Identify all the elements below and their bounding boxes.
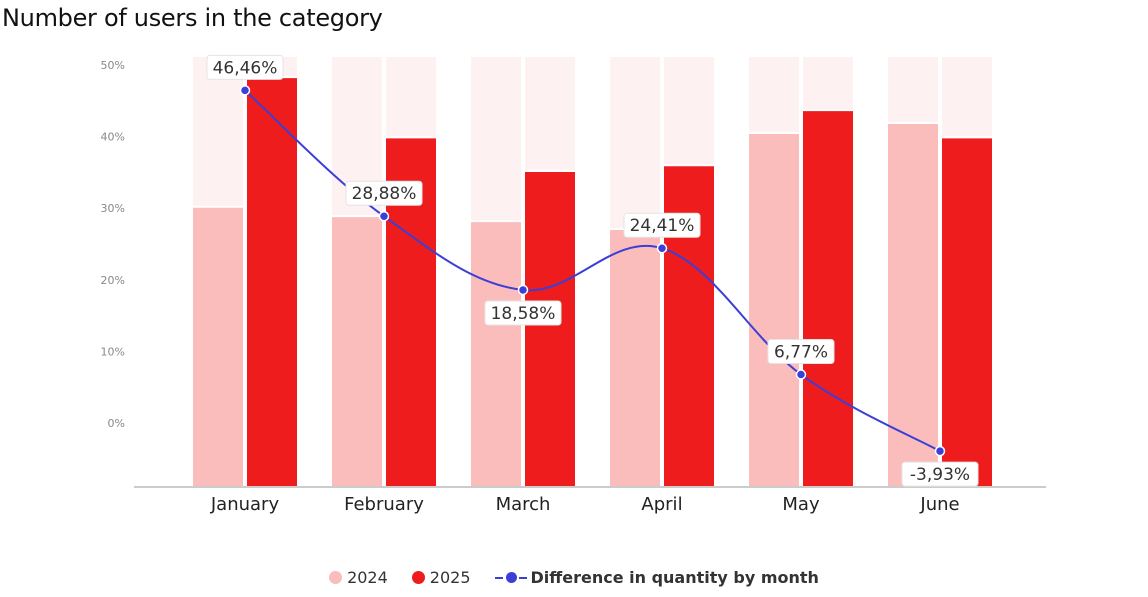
bar-2024-january [193,206,243,487]
data-label: 18,58% [491,304,556,324]
x-tick-label: April [641,494,682,515]
x-tick-label: June [919,494,959,515]
data-label-box [206,54,284,80]
bar-2024-june [888,122,938,487]
bar-2024-april [610,228,660,488]
difference-point [378,210,390,222]
x-tick-label: February [344,494,424,515]
y-tick-label: 30% [101,202,125,215]
legend-swatch-2025 [411,571,425,584]
difference-point [239,85,251,96]
data-label: -3,93% [910,465,970,485]
data-label: 28,88% [352,184,417,204]
x-tick-label: May [782,494,820,515]
legend-swatch-difference [494,571,527,584]
bar-2025-june [942,137,992,488]
legend-item-2025[interactable]: 2025 [411,568,471,587]
data-label-box [901,461,979,487]
data-label: 46,46% [213,58,278,78]
difference-point [934,445,946,457]
data-label-box [345,180,423,206]
difference-point [517,284,529,296]
data-label: 24,41% [630,216,695,236]
bar-2025-january [247,77,297,487]
legend-label-difference: Difference in quantity by month [530,568,819,587]
data-label-box [623,212,701,238]
difference-point [795,369,807,380]
legend-swatch-2024 [329,571,343,584]
bar-2024-february [332,216,382,488]
data-label: 6,77% [774,343,828,363]
bar-2025-may [803,110,853,487]
x-tick-label: March [496,494,551,515]
chart-plot: 50% 40% 30% 20% 10% 0% January February March Apr… [101,54,1046,515]
y-tick-label: 40% [101,131,125,144]
x-tick-label: January [210,494,280,515]
legend-item-2024[interactable]: 2024 [329,568,388,587]
chart-title: Number of users in the category [2,4,383,32]
difference-point [656,242,668,254]
bar-2025-march [525,170,575,487]
legend-label-2024: 2024 [347,568,388,587]
data-label-box [767,339,835,365]
legend-label-2025: 2025 [429,568,471,587]
data-label-box [484,300,562,326]
y-tick-label: 50% [101,59,125,72]
bar-2024-march [471,221,521,487]
y-tick-label: 10% [101,345,125,358]
y-tick-label: 0% [108,417,125,430]
legend-item-difference[interactable]: Difference in quantity by month [494,568,819,587]
bar-2024-may [749,133,799,487]
legend: 2024 2025 Difference in quantity by mont… [0,568,1148,587]
y-tick-label: 20% [101,274,125,287]
